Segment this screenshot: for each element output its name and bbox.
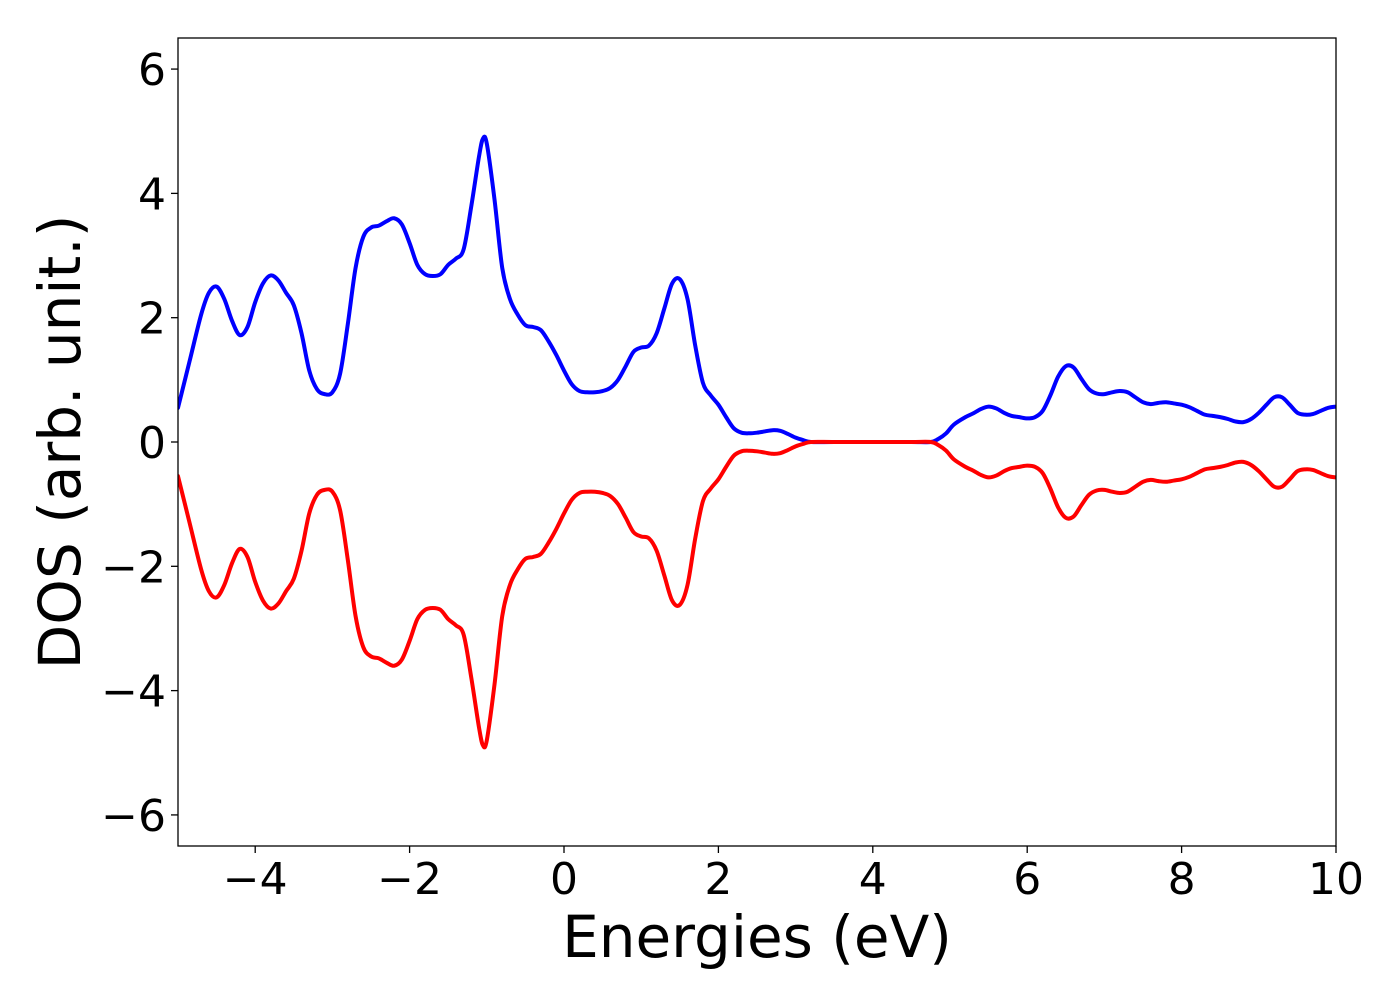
- y-axis-title: DOS (arb. unit.): [26, 215, 94, 670]
- x-tick-label: 10: [1308, 854, 1364, 905]
- x-tick-label: 8: [1168, 854, 1196, 905]
- x-tick-label: 6: [1013, 854, 1041, 905]
- y-axis: −6 −4 −2 0 2 4 6: [101, 45, 178, 842]
- y-tick-label: 0: [138, 418, 166, 469]
- y-tick-label: −4: [101, 667, 166, 718]
- y-tick-label: −2: [101, 542, 166, 593]
- x-axis-title: Energies (eV): [562, 903, 952, 971]
- x-tick-label: −2: [377, 854, 442, 905]
- x-axis: −4 −2 0 2 4 6 8 10: [223, 846, 1364, 905]
- y-tick-label: −6: [101, 791, 166, 842]
- x-tick-label: −4: [223, 854, 288, 905]
- series-layer: [178, 134, 1336, 750]
- y-tick-label: 4: [138, 169, 166, 220]
- y-tick-label: 2: [138, 294, 166, 345]
- series-line-2: [178, 439, 1336, 750]
- series-line-1: [178, 134, 1336, 445]
- x-tick-label: 4: [859, 854, 887, 905]
- y-tick-label: 6: [138, 45, 166, 96]
- x-tick-label: 0: [550, 854, 578, 905]
- x-tick-label: 2: [704, 854, 732, 905]
